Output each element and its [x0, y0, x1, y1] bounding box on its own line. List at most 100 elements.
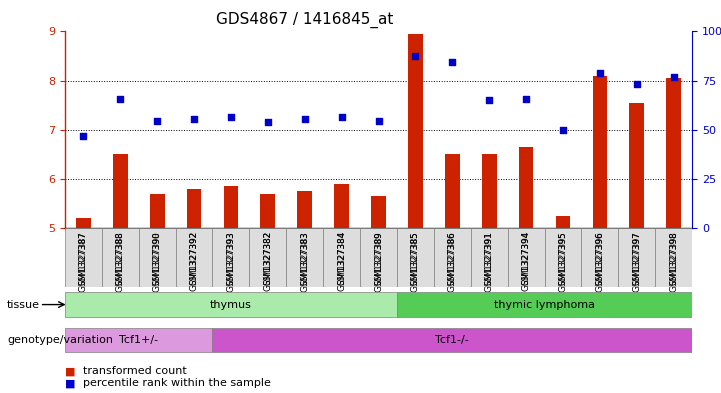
- Text: thymic lymphoma: thymic lymphoma: [494, 299, 595, 310]
- Text: Tcf1+/-: Tcf1+/-: [119, 335, 158, 345]
- Bar: [297, 191, 312, 228]
- Point: [336, 114, 348, 121]
- Text: GSM1327398: GSM1327398: [669, 231, 678, 292]
- FancyBboxPatch shape: [397, 292, 692, 317]
- Text: thymus: thymus: [210, 299, 252, 310]
- FancyBboxPatch shape: [655, 228, 692, 287]
- Bar: [113, 154, 128, 228]
- Point: [594, 70, 606, 76]
- Text: GSM1327382: GSM1327382: [263, 231, 273, 285]
- Point: [188, 116, 200, 122]
- FancyBboxPatch shape: [286, 228, 323, 287]
- Point: [299, 116, 311, 122]
- Text: GSM1327384: GSM1327384: [337, 231, 346, 285]
- Text: tissue: tissue: [7, 299, 40, 310]
- FancyBboxPatch shape: [471, 228, 508, 287]
- FancyBboxPatch shape: [323, 228, 360, 287]
- FancyBboxPatch shape: [508, 228, 544, 287]
- Text: GSM1327397: GSM1327397: [632, 231, 641, 285]
- Point: [115, 96, 126, 103]
- Bar: [187, 189, 201, 228]
- Text: GSM1327383: GSM1327383: [300, 231, 309, 292]
- FancyBboxPatch shape: [102, 228, 138, 287]
- Text: GSM1327383: GSM1327383: [300, 231, 309, 285]
- Bar: [629, 103, 644, 228]
- Text: GSM1327389: GSM1327389: [374, 231, 383, 285]
- Text: genotype/variation: genotype/variation: [7, 335, 113, 345]
- Text: GSM1327396: GSM1327396: [596, 231, 604, 285]
- Text: GSM1327398: GSM1327398: [669, 231, 678, 285]
- Text: GSM1327386: GSM1327386: [448, 231, 457, 292]
- Text: GSM1327388: GSM1327388: [116, 231, 125, 285]
- FancyBboxPatch shape: [360, 228, 397, 287]
- Bar: [224, 186, 239, 228]
- Point: [262, 119, 273, 125]
- Text: GSM1327393: GSM1327393: [226, 231, 236, 285]
- Text: GSM1327394: GSM1327394: [521, 231, 531, 285]
- FancyBboxPatch shape: [65, 228, 102, 287]
- Point: [78, 133, 89, 139]
- Bar: [371, 196, 386, 228]
- Text: GSM1327385: GSM1327385: [411, 231, 420, 285]
- Bar: [150, 193, 164, 228]
- Text: GSM1327382: GSM1327382: [263, 231, 273, 291]
- FancyBboxPatch shape: [581, 228, 619, 287]
- Text: GSM1327392: GSM1327392: [190, 231, 198, 285]
- Point: [373, 118, 384, 124]
- Text: GSM1327395: GSM1327395: [559, 231, 567, 292]
- Bar: [260, 193, 275, 228]
- FancyBboxPatch shape: [213, 228, 249, 287]
- Text: GSM1327385: GSM1327385: [411, 231, 420, 292]
- Point: [151, 118, 163, 124]
- FancyBboxPatch shape: [138, 228, 176, 287]
- Bar: [76, 218, 91, 228]
- Bar: [482, 154, 497, 228]
- Bar: [408, 34, 423, 228]
- FancyBboxPatch shape: [434, 228, 471, 287]
- Text: ■: ■: [65, 378, 76, 388]
- Bar: [556, 216, 570, 228]
- Text: GSM1327395: GSM1327395: [559, 231, 567, 285]
- Text: GSM1327391: GSM1327391: [485, 231, 494, 292]
- Point: [557, 127, 569, 133]
- Text: transformed count: transformed count: [83, 366, 187, 376]
- FancyBboxPatch shape: [397, 228, 434, 287]
- Text: Tcf1-/-: Tcf1-/-: [435, 335, 469, 345]
- Text: percentile rank within the sample: percentile rank within the sample: [83, 378, 271, 388]
- Bar: [335, 184, 349, 228]
- FancyBboxPatch shape: [544, 228, 581, 287]
- Text: GDS4867 / 1416845_at: GDS4867 / 1416845_at: [216, 12, 394, 28]
- Text: GSM1327388: GSM1327388: [116, 231, 125, 292]
- FancyBboxPatch shape: [65, 328, 213, 352]
- FancyBboxPatch shape: [65, 292, 397, 317]
- Point: [631, 81, 642, 88]
- Text: GSM1327384: GSM1327384: [337, 231, 346, 291]
- Text: GSM1327387: GSM1327387: [79, 231, 88, 285]
- Text: GSM1327386: GSM1327386: [448, 231, 457, 285]
- FancyBboxPatch shape: [176, 228, 213, 287]
- Text: ■: ■: [65, 366, 76, 376]
- FancyBboxPatch shape: [249, 228, 286, 287]
- Text: GSM1327393: GSM1327393: [226, 231, 236, 292]
- Bar: [445, 154, 460, 228]
- Text: GSM1327397: GSM1327397: [632, 231, 641, 292]
- Point: [668, 73, 679, 80]
- Text: GSM1327390: GSM1327390: [153, 231, 162, 285]
- Text: GSM1327387: GSM1327387: [79, 231, 88, 292]
- Point: [225, 114, 236, 121]
- Text: GSM1327394: GSM1327394: [521, 231, 531, 291]
- Bar: [518, 147, 534, 228]
- Bar: [593, 75, 607, 228]
- Point: [521, 96, 532, 103]
- Bar: [666, 78, 681, 228]
- Text: GSM1327392: GSM1327392: [190, 231, 198, 291]
- FancyBboxPatch shape: [619, 228, 655, 287]
- Point: [446, 59, 458, 65]
- Point: [410, 53, 421, 59]
- Point: [484, 97, 495, 103]
- FancyBboxPatch shape: [213, 328, 692, 352]
- Text: GSM1327391: GSM1327391: [485, 231, 494, 285]
- Text: GSM1327389: GSM1327389: [374, 231, 383, 292]
- Text: GSM1327390: GSM1327390: [153, 231, 162, 292]
- Text: GSM1327396: GSM1327396: [596, 231, 604, 292]
